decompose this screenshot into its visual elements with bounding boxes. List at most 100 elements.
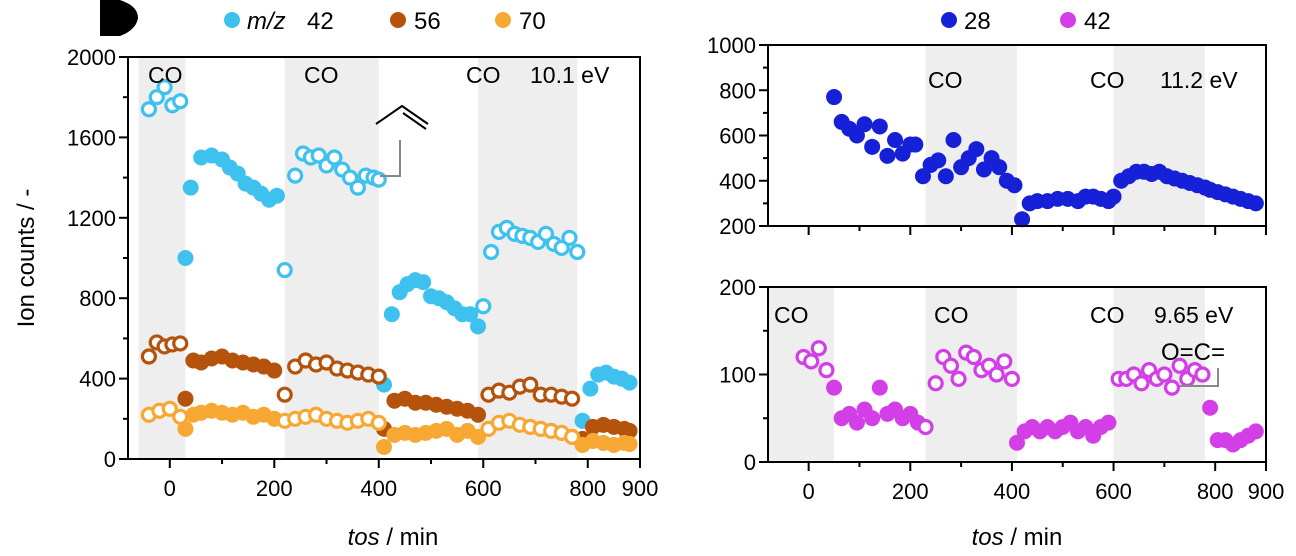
bottom-right-series-42-point	[826, 379, 843, 396]
top-right-series-28-point	[1014, 211, 1031, 228]
left-series-42-point	[310, 147, 327, 164]
left-xlabel-italic: tos	[348, 524, 380, 551]
bottom-right-xtick-label: 200	[892, 479, 929, 504]
top-right-series-28-point	[856, 116, 873, 133]
left-series-56-point	[470, 406, 487, 423]
bottom-right-series-42-point	[1194, 366, 1211, 383]
bottom-right-series-42-point	[818, 362, 835, 379]
left-series-42-point	[537, 225, 555, 242]
bottom-right-energy-label: 9.65 eV	[1154, 302, 1234, 328]
left-series-42-point	[341, 169, 359, 186]
bottom-right-series-42-point	[988, 366, 1005, 383]
bottom-right-series-42-point	[1247, 423, 1264, 440]
top-right-series-28-point	[848, 127, 865, 144]
left-ytick-label: 1600	[67, 125, 116, 150]
bottom-right-panel: 0 100 200 0 200 400 600 800 900 CO CO CO 9.65 eV	[719, 275, 1284, 504]
left-series-42-point	[156, 79, 173, 96]
top-right-series-28-point	[991, 159, 1008, 176]
left-pointer-line	[380, 140, 401, 177]
bottom-right-co-label: CO	[934, 302, 969, 328]
left-ytick-label: 400	[79, 367, 116, 392]
left-xtick-label: 0	[164, 476, 176, 501]
bottom-right-series-42-point	[864, 410, 881, 427]
left-series-42-point	[148, 89, 165, 106]
bottom-right-series-42-point	[1003, 370, 1021, 387]
propene-structure	[375, 104, 429, 130]
left-series-42-point	[621, 374, 638, 391]
left-series-70-point	[177, 420, 194, 437]
bottom-right-series-42-point	[1100, 414, 1117, 431]
bottom-right-ytick-label: 0	[744, 450, 756, 475]
left-xtick-label: 400	[360, 476, 397, 501]
legend-marker-56	[390, 12, 406, 28]
right-xlabel: tos / min	[972, 524, 1063, 551]
bottom-right-series-42-point	[927, 375, 944, 392]
top-right-series-28-point	[930, 152, 947, 169]
ketene-label: O=C=	[1161, 339, 1225, 366]
left-xlabel-rest: / min	[380, 524, 439, 551]
bottom-right-series-42-point	[917, 418, 934, 436]
left-series-42-point	[140, 101, 157, 118]
top-right-series-28-point	[864, 138, 881, 155]
left-ytick-label: 0	[104, 447, 116, 472]
top-right-series-28-point	[1006, 177, 1023, 194]
bottom-right-series-42-point	[848, 414, 865, 431]
top-right-series-28-point	[1105, 188, 1122, 205]
bottom-right-series-42-point	[1009, 434, 1025, 451]
bottom-right-series-42-point	[810, 340, 827, 357]
left-series-42-point	[475, 298, 492, 315]
right-xlabel-italic: tos	[972, 524, 1004, 551]
right-xlabel-rest: / min	[1004, 524, 1063, 551]
top-right-series-28-point	[826, 89, 843, 106]
bottom-right-series-42-point	[1133, 375, 1150, 392]
top-right-series-28-point	[879, 147, 896, 164]
top-right-ytick-label: 200	[719, 214, 756, 239]
top-right-co-band-0	[925, 45, 1017, 226]
left-series-56-point	[522, 376, 539, 393]
top-right-ytick-label: 1000	[707, 33, 756, 58]
left-series-70-point	[563, 428, 581, 445]
left-series-56-point	[370, 368, 387, 385]
left-series-42-point	[483, 243, 500, 261]
left-energy-label: 10.1 eV	[530, 62, 610, 88]
left-series-42-point	[287, 167, 304, 184]
bottom-right-ytick-label: 100	[719, 363, 756, 388]
left-series-56-point	[266, 362, 283, 379]
left-series-42-point	[268, 187, 285, 204]
bottom-right-series-42-point	[996, 353, 1013, 370]
bottom-right-xtick-label: 400	[994, 479, 1031, 504]
left-xtick-label: 200	[256, 476, 293, 501]
left-series-56-point	[276, 386, 293, 403]
left-series-70-point	[376, 438, 392, 455]
top-right-series-28-point	[871, 118, 888, 135]
legend-label-28: 28	[964, 8, 991, 35]
left-xtick-label: 800	[569, 476, 606, 501]
left-series-70-point	[370, 414, 387, 431]
top-right-series-28-point	[887, 132, 904, 149]
left-series-42-point	[383, 306, 400, 323]
top-right-co-label: CO	[1090, 67, 1125, 93]
bottom-right-xtick-label: 900	[1248, 479, 1285, 504]
bottom-right-series-42-point	[942, 357, 960, 374]
left-co-band-1	[284, 57, 379, 459]
top-right-ytick-label: 600	[719, 124, 756, 149]
bottom-right-series-42-point	[1202, 399, 1219, 416]
left-series-70-point	[161, 400, 178, 417]
left-series-42-point	[349, 179, 366, 196]
top-right-series-28-point	[937, 168, 954, 185]
top-right-co-band-1	[1113, 45, 1206, 226]
legend-label-42: 42	[307, 8, 334, 35]
left-ylabel: Ion counts / -	[13, 189, 40, 328]
left-series-42-point	[276, 261, 293, 279]
legend-label-56: 56	[414, 8, 441, 35]
left-series-42-point	[553, 239, 570, 257]
left-series-42-point	[470, 318, 487, 335]
bottom-right-xtick-label: 800	[1197, 479, 1234, 504]
bottom-right-series-42-point	[871, 379, 888, 396]
left-series-42-point	[326, 149, 343, 166]
left-ytick-label: 1200	[67, 206, 116, 231]
bottom-right-series-42-point	[950, 370, 967, 387]
left-series-70-point	[621, 435, 638, 452]
right-legend: 28 42	[941, 8, 1111, 35]
top-right-series-28-point	[1247, 195, 1264, 212]
